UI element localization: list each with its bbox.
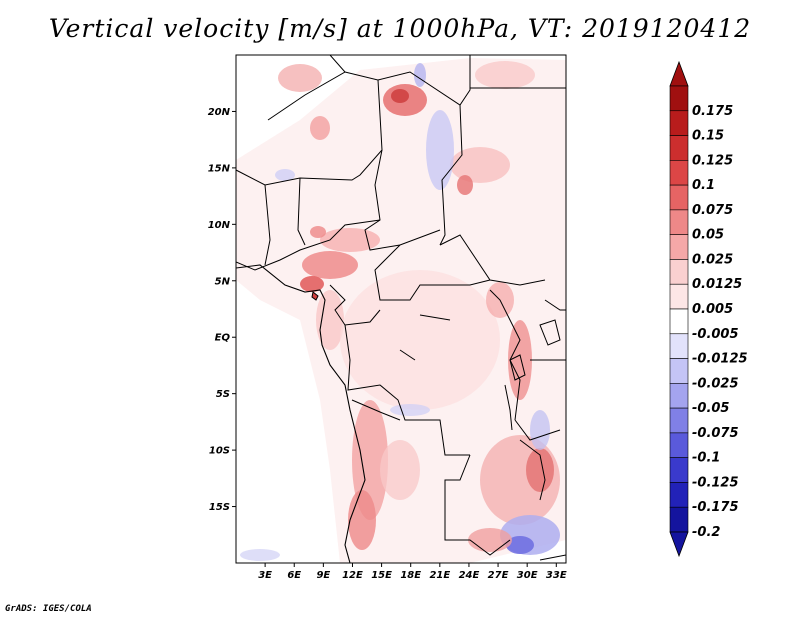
lon-tick-label: 9E [316,570,330,581]
lon-tick-label: 15E [371,570,392,581]
colorbar-swatch [669,234,689,260]
colorbar-swatch [669,135,689,161]
latitude-ticks: 20N 15N 10N 5N EQ 5S 10S 15S [208,107,236,513]
longitude-ticks: 3E 6E 9E 12E 15E 18E 21E 24E 27E 30E 33E [258,563,567,581]
colorbar-swatch [669,259,689,285]
map-title: Vertical velocity [m/s] at 1000hPa, VT: … [48,14,752,43]
lon-tick-label: 18E [400,570,421,581]
colorbar-label: -0.05 [692,401,729,416]
country-borders [236,55,566,563]
colorbar-label: 0.1 [692,178,715,193]
colorbar-label: -0.075 [692,426,739,441]
lon-tick-label: 27E [488,570,509,581]
colorbar-swatch [669,209,689,235]
lon-tick-label: 33E [546,570,567,581]
colorbar-swatch [669,482,689,508]
colorbar-label: 0.125 [692,153,733,168]
colorbar-swatch [669,308,689,335]
lat-tick-label: EQ [215,333,231,344]
colorbar-label: 0.05 [692,228,724,243]
lon-tick-label: 24E [459,570,480,581]
colorbar-swatch [669,333,689,359]
lon-tick-label: 21E [429,570,450,581]
colorbar-label: 0.025 [692,252,733,267]
colorbar-swatch [669,358,689,384]
colorbar-label: -0.2 [692,525,720,540]
colorbar-swatch [669,407,689,434]
colorbar-swatch [669,110,689,136]
lat-tick-label: 5S [216,389,230,400]
lat-tick-label: 10S [209,446,230,457]
colorbar-label: -0.175 [692,500,739,515]
colorbar-label: -0.1 [692,451,720,466]
colorbar-label: 0.005 [692,302,733,317]
grads-credit: GrADS: IGES/COLA [5,604,92,614]
colorbar-label: -0.025 [692,376,739,391]
colorbar-swatch [669,457,689,483]
colorbar-swatch [669,184,689,211]
colorbar-label: 0.0125 [692,277,742,292]
lat-tick-label: 15N [208,163,231,174]
colorbar-swatch [669,283,689,310]
colorbar-swatch [669,506,689,533]
lon-tick-label: 3E [258,570,272,581]
colorbar-bottom-arrow [669,531,689,558]
colorbar-swatch [669,383,689,409]
lat-tick-label: 10N [208,220,231,231]
colorbar-label: -0.125 [692,475,739,490]
lon-tick-label: 6E [287,570,301,581]
map-frame [235,54,567,564]
colorbar-label: -0.005 [692,327,739,342]
colorbar-label: 0.15 [692,129,724,144]
lat-tick-label: 20N [208,107,231,118]
colorbar: 0.175 0.15 0.125 0.1 0.075 0.05 0.025 0.0125 0.0… [669,60,748,558]
colorbar-label: -0.0125 [692,352,748,367]
lon-tick-label: 12E [342,570,363,581]
lon-tick-label: 30E [517,570,538,581]
colorbar-swatch [669,432,689,458]
colorbar-swatch [669,85,689,112]
velocity-field [236,58,566,563]
colorbar-swatch [669,160,689,186]
colorbar-top-arrow [669,60,689,87]
colorbar-label: 0.075 [692,203,733,218]
lat-tick-label: 15S [209,502,230,513]
colorbar-label: 0.175 [692,104,733,119]
lat-tick-label: 5N [215,276,231,287]
